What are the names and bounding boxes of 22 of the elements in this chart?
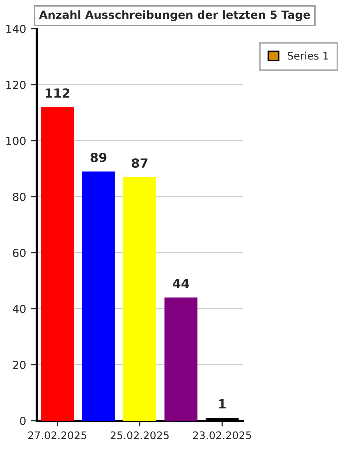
y-tick-label: 120	[6, 80, 26, 90]
data-label: 1	[219, 400, 226, 409]
data-label: 89	[90, 152, 107, 162]
bar	[164, 298, 198, 421]
data-label: 87	[132, 158, 148, 168]
bar	[124, 177, 156, 421]
y-tick-label: 0	[20, 416, 26, 426]
y-tick-label: 80	[13, 192, 26, 202]
data-label: 44	[173, 279, 190, 288]
y-tick-label: 40	[12, 304, 26, 314]
x-tick-label: 27.02.2025	[28, 432, 87, 440]
y-tick-label: 100	[6, 136, 26, 146]
x-tick-label: 23.02.2025	[193, 432, 252, 440]
chart-title: Anzahl Ausschreibungen der letzten 5 Tage	[39, 10, 310, 22]
bar	[82, 172, 116, 421]
bar	[41, 107, 74, 421]
y-tick-label: 60	[13, 248, 26, 258]
text: Series 1	[288, 52, 328, 60]
y-tick-label: 20	[13, 360, 26, 370]
data-label: 112	[46, 88, 70, 98]
x-tick-label: 25.02.2025	[110, 432, 169, 440]
y-tick-label: 140	[6, 24, 26, 34]
